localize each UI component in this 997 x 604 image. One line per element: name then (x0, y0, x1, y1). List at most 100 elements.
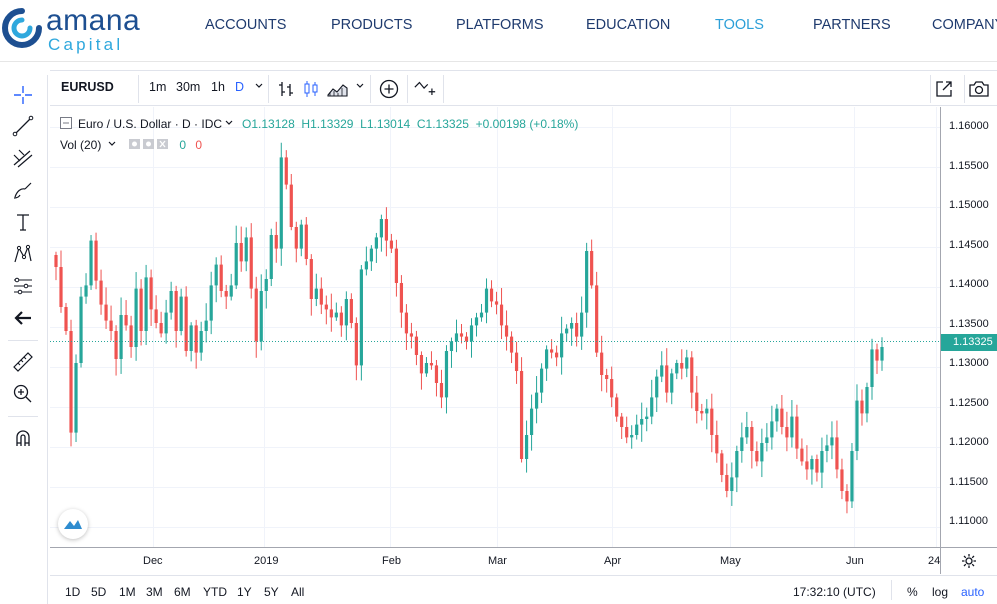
range-5d[interactable]: 5D (91, 585, 107, 599)
add-indicator-icon (379, 79, 399, 99)
candle-body (294, 227, 298, 249)
back-tool[interactable] (8, 303, 38, 333)
range-all[interactable]: All (291, 585, 305, 599)
price-axis[interactable]: 1.16000 1.15500 1.15000 1.14500 1.14000 … (940, 107, 997, 547)
ruler-tool[interactable] (8, 347, 38, 377)
candle-body (204, 320, 208, 331)
candle-body (459, 333, 464, 337)
nav-tools[interactable]: TOOLS (715, 17, 764, 33)
candle-body (174, 291, 178, 331)
candle-body (429, 363, 434, 366)
area-chart-icon (327, 84, 348, 97)
candlestick-chart[interactable] (50, 107, 940, 547)
chart-pane[interactable]: Euro / U.S. Dollar · D · IDC O1.13128 H1.… (50, 107, 940, 547)
candle-body (379, 219, 383, 238)
candle-body (715, 435, 719, 454)
candle-body (99, 280, 103, 305)
candle-body (695, 392, 699, 411)
candle-body (464, 336, 469, 342)
range-1d[interactable]: 1D (65, 585, 81, 599)
time-tick: Dec (143, 555, 163, 567)
candle-body (114, 331, 118, 359)
range-ytd[interactable]: YTD (203, 585, 227, 599)
area-chart-type[interactable] (325, 77, 349, 101)
candle-body (319, 288, 323, 305)
symbol-search[interactable]: EURUSD (61, 80, 114, 94)
time-tick: Jun (846, 555, 864, 567)
gear-icon (962, 554, 976, 568)
chevron-down-icon[interactable] (224, 118, 234, 128)
tradingview-logo[interactable] (58, 509, 88, 539)
pattern-tool[interactable] (8, 239, 38, 269)
chart-settings-button[interactable] (940, 547, 997, 574)
candle-body (234, 243, 238, 286)
candle-body (384, 219, 388, 241)
time-axis[interactable]: Dec 2019 Feb Mar Apr May Jun 24 (50, 547, 940, 574)
volume-legend: Vol (20) 0 0 (60, 138, 202, 152)
pitchfork-tool[interactable] (8, 143, 38, 173)
brand-name: amana (46, 4, 141, 37)
candle-body (775, 408, 779, 422)
interval-1m[interactable]: 1m (149, 80, 167, 94)
legend-close: C1.13325 (416, 117, 469, 131)
nav-partners[interactable]: PARTNERS (813, 17, 891, 33)
symbol-title[interactable]: Euro / U.S. Dollar · D · IDC (78, 117, 223, 131)
prediction-tool[interactable] (8, 271, 38, 301)
candle-body (129, 325, 133, 347)
log-scale-toggle[interactable]: log (932, 585, 949, 599)
interval-1h[interactable]: 1h (211, 80, 225, 94)
chevron-down-icon[interactable] (107, 139, 117, 149)
range-6m[interactable]: 6M (174, 585, 191, 599)
candle-body (700, 411, 704, 414)
candle-body (304, 224, 308, 259)
brush-tool[interactable] (8, 175, 38, 205)
tradingview-logo-icon (64, 520, 82, 529)
indicator-settings-icons[interactable] (128, 138, 170, 150)
trend-line-tool[interactable] (8, 111, 38, 141)
nav-products[interactable]: PRODUCTS (331, 17, 413, 33)
volume-label[interactable]: Vol (20) (60, 138, 102, 152)
nav-platforms[interactable]: PLATFORMS (456, 17, 544, 33)
candle-body (600, 352, 604, 375)
clock-timezone[interactable]: 17:32:10 (UTC) (793, 585, 876, 599)
range-5y[interactable]: 5Y (264, 585, 279, 599)
candle-body (850, 451, 854, 502)
zoom-tool[interactable] (8, 379, 38, 409)
brand-logo[interactable]: amana Capital (2, 4, 144, 54)
candle-chart-type[interactable] (299, 77, 323, 101)
crosshair-tool[interactable] (8, 80, 38, 110)
interval-dropdown[interactable] (254, 79, 264, 96)
collapse-legend-icon[interactable] (60, 117, 72, 129)
price-tick: 1.15000 (949, 199, 989, 211)
chart-type-dropdown[interactable] (355, 79, 365, 96)
candle-body (534, 392, 539, 409)
text-tool[interactable] (8, 207, 38, 237)
nav-accounts[interactable]: ACCOUNTS (205, 17, 287, 33)
brush-icon (13, 182, 32, 199)
candle-body (800, 448, 804, 462)
range-1m[interactable]: 1M (119, 585, 136, 599)
range-3m[interactable]: 3M (146, 585, 163, 599)
candle-body (795, 416, 799, 449)
candle-body (424, 363, 429, 374)
candle-body (865, 387, 869, 414)
nav-company[interactable]: COMPANY (932, 17, 997, 33)
percent-scale-toggle[interactable]: % (907, 585, 918, 599)
interval-30m[interactable]: 30m (176, 80, 201, 94)
indicators-button[interactable] (377, 77, 401, 101)
magnet-tool[interactable] (8, 423, 38, 453)
interval-d[interactable]: D (235, 80, 245, 94)
fullscreen-button[interactable] (932, 77, 956, 101)
snapshot-button[interactable] (967, 77, 991, 101)
candle-body (805, 461, 809, 470)
price-tick: 1.14500 (949, 239, 989, 251)
candle-body (845, 491, 849, 502)
range-1y[interactable]: 1Y (237, 585, 252, 599)
nav-education[interactable]: EDUCATION (586, 17, 671, 33)
candle-body (134, 288, 138, 347)
auto-scale-toggle[interactable]: auto (961, 585, 985, 599)
compare-button[interactable] (413, 77, 437, 101)
bar-chart-type[interactable] (274, 77, 298, 101)
candle-body (354, 323, 358, 366)
candle-body (74, 363, 78, 433)
